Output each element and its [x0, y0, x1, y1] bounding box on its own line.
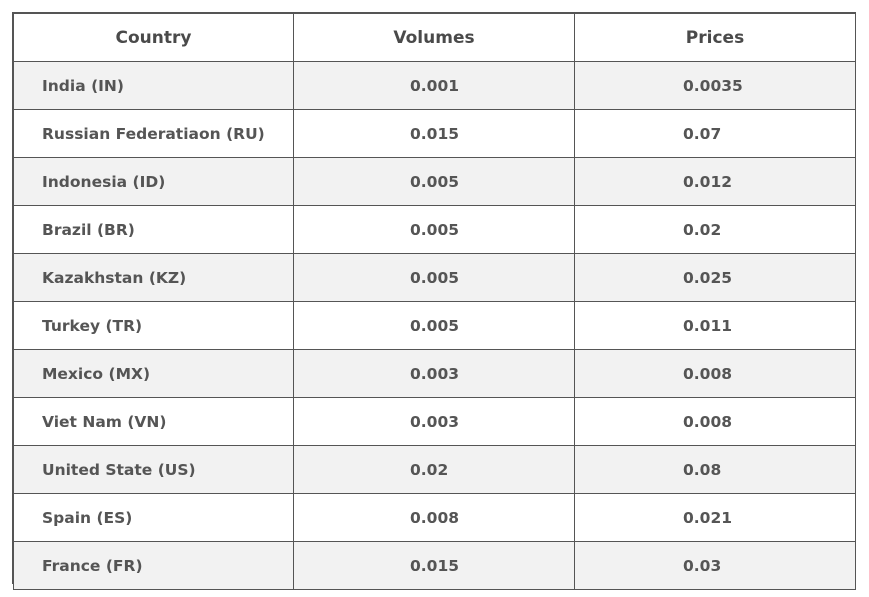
- cell-price: 0.025: [574, 253, 856, 302]
- cell-volume: 0.001: [293, 61, 575, 110]
- cell-price: 0.008: [574, 349, 856, 398]
- country-volumes-prices-table: Country Volumes Prices India (IN) 0.001 …: [13, 13, 856, 590]
- table-row: Viet Nam (VN) 0.003 0.008: [13, 397, 856, 446]
- cell-price: 0.021: [574, 493, 856, 542]
- cell-country: Turkey (TR): [13, 301, 294, 350]
- cell-volume: 0.005: [293, 253, 575, 302]
- cell-country: Kazakhstan (KZ): [13, 253, 294, 302]
- table-row: Spain (ES) 0.008 0.021: [13, 493, 856, 542]
- table-row: Russian Federatiaon (RU) 0.015 0.07: [13, 109, 856, 158]
- table-row: India (IN) 0.001 0.0035: [13, 61, 856, 110]
- cell-country: France (FR): [13, 541, 294, 590]
- cell-country: Indonesia (ID): [13, 157, 294, 206]
- cell-country: Spain (ES): [13, 493, 294, 542]
- table-row: Kazakhstan (KZ) 0.005 0.025: [13, 253, 856, 302]
- header-prices: Prices: [574, 13, 856, 62]
- table-body: India (IN) 0.001 0.0035 Russian Federati…: [13, 61, 856, 590]
- cell-price: 0.011: [574, 301, 856, 350]
- cell-price: 0.0035: [574, 61, 856, 110]
- cell-volume: 0.005: [293, 157, 575, 206]
- header-country: Country: [13, 13, 294, 62]
- cell-country: Russian Federatiaon (RU): [13, 109, 294, 158]
- header-volumes: Volumes: [293, 13, 575, 62]
- table-row: France (FR) 0.015 0.03: [13, 541, 856, 590]
- table-row: United State (US) 0.02 0.08: [13, 445, 856, 494]
- cell-volume: 0.015: [293, 541, 575, 590]
- cell-price: 0.02: [574, 205, 856, 254]
- cell-price: 0.07: [574, 109, 856, 158]
- cell-country: Mexico (MX): [13, 349, 294, 398]
- table-row: Turkey (TR) 0.005 0.011: [13, 301, 856, 350]
- cell-country: Brazil (BR): [13, 205, 294, 254]
- cell-volume: 0.02: [293, 445, 575, 494]
- table-row: Brazil (BR) 0.005 0.02: [13, 205, 856, 254]
- cell-volume: 0.005: [293, 205, 575, 254]
- cell-price: 0.008: [574, 397, 856, 446]
- cell-country: United State (US): [13, 445, 294, 494]
- cell-volume: 0.008: [293, 493, 575, 542]
- cell-volume: 0.015: [293, 109, 575, 158]
- cell-country: India (IN): [13, 61, 294, 110]
- cell-volume: 0.003: [293, 397, 575, 446]
- cell-price: 0.03: [574, 541, 856, 590]
- table-row: Mexico (MX) 0.003 0.008: [13, 349, 856, 398]
- cell-price: 0.08: [574, 445, 856, 494]
- cell-country: Viet Nam (VN): [13, 397, 294, 446]
- cell-price: 0.012: [574, 157, 856, 206]
- table-header-row: Country Volumes Prices: [13, 13, 856, 62]
- table-row: Indonesia (ID) 0.005 0.012: [13, 157, 856, 206]
- cell-volume: 0.005: [293, 301, 575, 350]
- data-table-container: Country Volumes Prices India (IN) 0.001 …: [12, 12, 856, 590]
- cell-volume: 0.003: [293, 349, 575, 398]
